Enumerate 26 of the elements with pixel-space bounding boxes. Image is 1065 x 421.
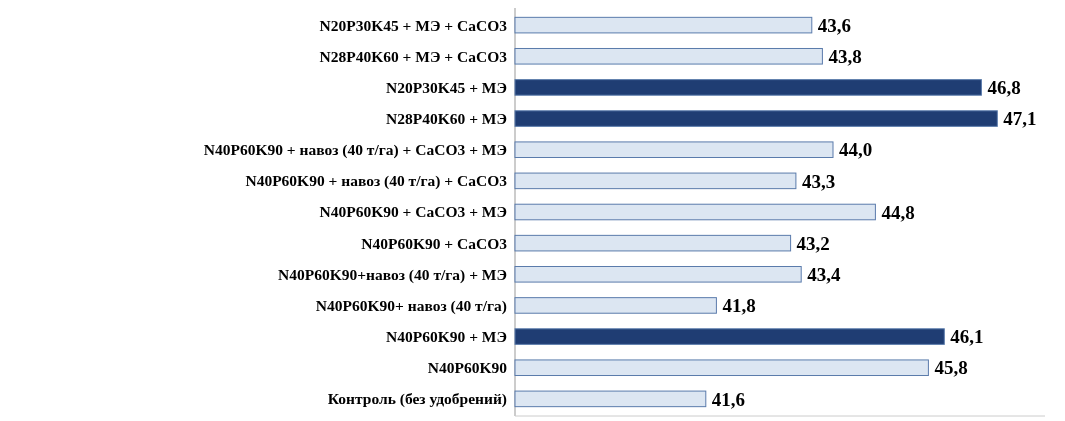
data-label: 46,1 <box>950 326 984 348</box>
y-tick-label: N40P60K90 + МЭ <box>386 328 507 346</box>
y-tick-label: N40P60K90+ навоз (40 т/га) <box>315 296 507 315</box>
y-tick-label: N28P40K60 + МЭ <box>386 109 507 127</box>
y-tick-label: N40P60K90 <box>427 359 508 377</box>
data-label: 41,6 <box>711 388 746 410</box>
y-tick-label: N40P60K90 + навоз (40 т/га) + CaCO3 + МЭ <box>203 141 507 160</box>
data-label: 43,4 <box>807 263 841 285</box>
y-tick-label: N20P30K45 + МЭ + CaCO3 <box>319 16 508 34</box>
data-label: 43,6 <box>817 14 852 36</box>
y-tick-label: N40P60K90+навоз (40 т/га) + МЭ <box>278 265 507 284</box>
data-label: 45,8 <box>934 357 968 379</box>
data-label: 44,8 <box>881 201 915 223</box>
y-tick-label: N20P30K45 + МЭ <box>386 78 507 96</box>
y-tick-label: N40P60K90 + CaCO3 <box>361 234 508 252</box>
data-label: 41,8 <box>722 295 756 317</box>
y-tick-label: N28P40K60 + МЭ + CaCO3 <box>319 47 508 65</box>
data-label: 46,8 <box>987 77 1021 99</box>
data-label: 47,1 <box>1003 108 1037 130</box>
y-tick-label: N40P60K90 + навоз (40 т/га) + CaCO3 <box>245 172 508 191</box>
data-label: 43,2 <box>796 232 830 254</box>
data-label: 43,3 <box>801 170 836 192</box>
y-tick-label: Контроль (без удобрений) <box>327 390 507 409</box>
data-label: 44,0 <box>839 139 873 161</box>
y-tick-label: N40P60K90 + CaCO3 + МЭ <box>319 203 507 221</box>
data-label: 43,8 <box>828 45 862 67</box>
